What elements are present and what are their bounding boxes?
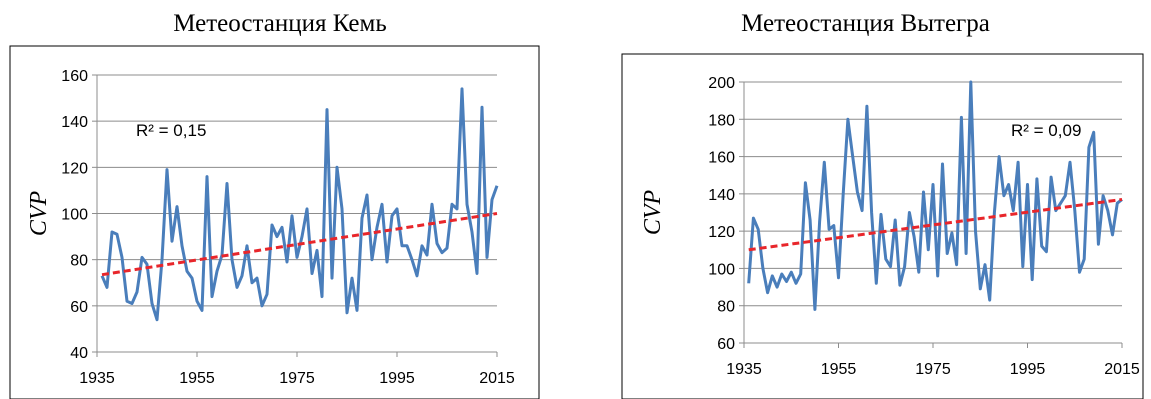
y-tick-label: 160 [61,68,88,85]
x-tick-label: 1955 [179,370,215,387]
y-tick-label: 120 [708,224,735,241]
y-tick-label: 160 [708,150,735,167]
y-tick-label: 200 [708,75,735,92]
chart-title: Метеостанция Кемь [173,10,387,37]
y-tick-label: 140 [61,114,88,131]
x-tick-label: 1975 [915,361,951,378]
y-tick-label: 120 [61,160,88,177]
x-tick-label: 1935 [726,361,762,378]
y-tick-label: 60 [717,336,735,353]
chart-title: Метеостанция Вытегра [741,10,990,37]
x-tick-label: 1975 [279,370,315,387]
series-line [100,87,499,322]
y-tick-label: 100 [708,261,735,278]
x-tick-label: 1995 [379,370,415,387]
chart-frame [9,45,540,399]
r-squared-annotation: R² = 0,15 [136,121,206,140]
y-tick-label: 80 [717,299,735,316]
y-tick-label: 80 [70,253,88,270]
x-tick-label: 2015 [479,370,515,387]
y-tick-label: 140 [708,187,735,204]
y-axis-label: CVP [26,190,52,236]
x-tick-label: 1995 [1010,361,1046,378]
y-tick-label: 100 [61,207,88,224]
line-chart-vytegra: 60 80 100 120 140 160 180 200 1935 1955 1975 1995 20… [621,53,1144,399]
y-tick-label: 180 [708,112,735,129]
chart-panel-kem: Метеостанция Кемь 40 60 80 100 120 140 160 1935… [0,0,560,399]
series-line [747,80,1123,311]
y-tick-label: 60 [70,299,88,316]
y-axis-label: CVP [640,189,666,235]
chart-panel-vytegra: Метеостанция Вытегра 60 80 100 120 140 160 180… [580,0,1151,399]
trend-line [101,212,498,277]
x-tick-label: 1955 [821,361,857,378]
r-squared-annotation: R² = 0,09 [1011,121,1081,140]
y-tick-label: 40 [70,345,88,362]
trend-line [748,197,1123,252]
x-tick-label: 1935 [79,370,115,387]
line-chart-kem: 40 60 80 100 120 140 160 1935 1955 1975 1995 2015 CV… [9,45,540,399]
x-tick-label: 2015 [1104,361,1140,378]
